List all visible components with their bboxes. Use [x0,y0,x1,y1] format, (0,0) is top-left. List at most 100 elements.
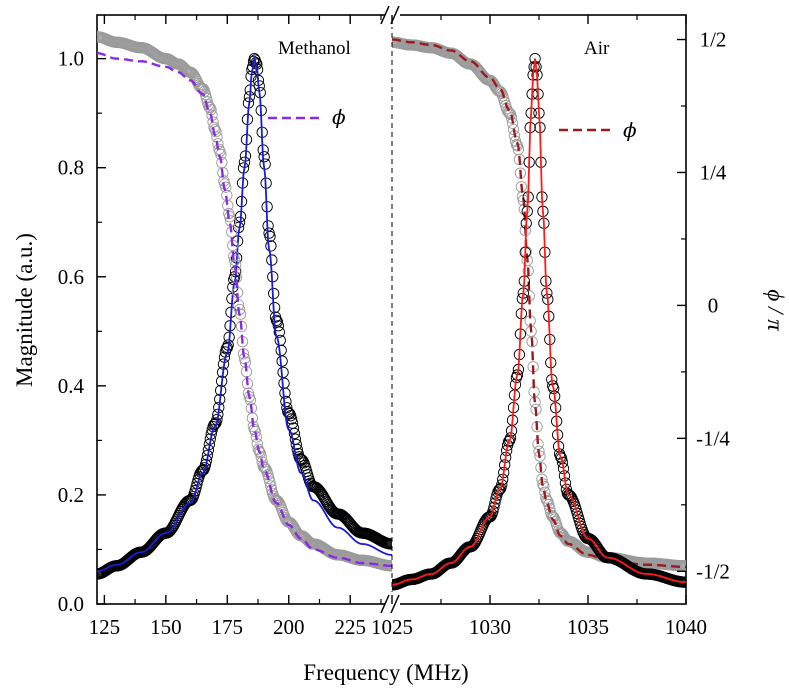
air-magnitude-data-point [511,369,524,381]
methanol-magnitude-data-point [290,438,302,451]
air-phase-data-point [505,112,518,124]
methanol-phase-data-point [187,68,199,80]
air-magnitude-data-markers [392,52,686,591]
methanol-magnitude-data-point [259,158,271,170]
air-magnitude-fit-line [392,58,686,586]
methanol-x-tick-label: 125 [89,615,121,639]
right-y-tick-label: 1/2 [700,28,727,52]
air-magnitude-data-point [496,479,508,491]
legend-methanol: ϕ [268,105,346,129]
air-x-tick-label: 1025 [371,615,413,639]
air-magnitude-data-point [554,451,567,463]
air-phase-data-point [503,107,516,119]
air-phase-fit-line [392,38,686,569]
air-magnitude-data-point [488,501,500,513]
right-axis-title: ϕ / π [763,289,788,332]
y-tick-label: 0.4 [58,374,85,398]
methanol-magnitude-data-point [275,344,287,356]
methanol-plot-area [97,31,392,580]
methanol-magnitude-data-point [278,377,290,389]
y-axis-title: Magnitude (a.u.) [12,233,37,387]
methanol-magnitude-data-point [277,366,289,378]
air-x-tick-label: 1035 [567,615,609,639]
methanol-magnitude-data-point [279,387,291,399]
methanol-phase-data-point [263,472,275,484]
air-phase-data-point [516,191,528,203]
air-magnitude-data-point [489,497,501,509]
air-phase-data-point [526,336,538,348]
right-y-tick-label: 1/4 [700,160,727,184]
methanol-magnitude-data-point [288,427,301,440]
bottom-break-mark-2 [390,594,400,614]
air-phase-data-point [534,450,546,462]
methanol-magnitude-data-point [258,151,270,163]
methanol-magnitude-data-point [265,240,277,252]
right-y-tick-label: 0 [708,293,719,317]
air-x-tick-label: 1040 [665,615,707,639]
methanol-magnitude-data-point [276,355,288,367]
air-magnitude-data-point [490,493,502,505]
methanol-x-tick-label: 200 [273,615,305,639]
methanol-x-tick-label: 175 [212,615,244,639]
top-break-mark-1 [380,5,390,25]
air-phase-data-point [507,123,520,136]
air-plot-area [392,36,686,591]
air-phase-data-point [510,138,523,151]
air-magnitude-data-point [494,483,506,496]
air-phase-data-point [535,462,547,474]
methanol-phase-data-markers [97,31,392,572]
methanol-magnitude-data-point [273,326,285,338]
methanol-magnitude-data-point [283,407,295,419]
methanol-phase-data-point [228,250,240,262]
air-magnitude-data-point [492,486,504,498]
axis-break-marks [380,3,400,616]
air-x-tick-label: 1030 [469,615,511,639]
air-magnitude-data-point [485,510,497,522]
methanol-magnitude-data-point [272,320,284,332]
air-magnitude-data-point [563,489,576,501]
air-magnitude-data-point [487,505,499,517]
methanol-phase-data-point [254,447,266,459]
x-axis-title: Frequency (MHz) [303,660,468,685]
methanol-magnitude-data-point [167,521,179,533]
air-magnitude-data-point [468,538,480,550]
right-y-tick-label: -1/4 [696,426,730,450]
methanol-x-tick-label: 225 [334,615,366,639]
methanol-magnitude-data-point [250,57,262,69]
y-tick-label: 0.8 [58,156,84,180]
methanol-magnitude-data-markers [97,52,392,580]
axes: 125 150 175 200 225 0.0 0.2 0.4 0.6 0.8 1.0 1025 103… [58,15,730,639]
methanol-phase-data-point [248,423,260,436]
methanol-phase-fit-line [97,51,392,568]
methanol-magnitude-data-point [264,230,276,243]
air-magnitude-data-point [484,511,496,523]
y-tick-label: 0.6 [58,265,84,289]
methanol-phase-data-point [234,308,247,320]
methanol-phase-data-point [203,101,215,113]
methanol-phase-data-point [253,445,265,457]
panel-label-air: Air [584,38,610,59]
methanol-magnitude-data-point [197,464,209,477]
legend-label-methanol: ϕ [332,105,346,129]
methanol-magnitude-data-point [281,402,293,414]
methanol-magnitude-data-point [270,314,283,327]
methanol-phase-data-point [213,143,225,155]
methanol-magnitude-data-point [282,406,294,418]
right-y-tick-label: -1/2 [696,559,730,583]
air-panel [392,36,686,591]
methanol-x-tick-label: 150 [150,615,182,639]
methanol-phase-data-point [204,102,216,114]
methanol-phase-data-point [220,181,232,193]
y-tick-label: 0.2 [58,483,84,507]
y-tick-label: 1.0 [58,47,84,71]
methanol-panel [97,31,392,580]
legend-label-air: ϕ [623,118,637,142]
methanol-phase-data-point [210,125,222,138]
methanol-phase-data-point [217,167,229,179]
legend-air: ϕ [559,118,637,142]
panel-label-methanol: Methanol [278,38,351,59]
methanol-magnitude-fit-line [97,55,392,573]
air-magnitude-data-point [493,484,505,496]
methanol-phase-data-point [224,211,236,223]
